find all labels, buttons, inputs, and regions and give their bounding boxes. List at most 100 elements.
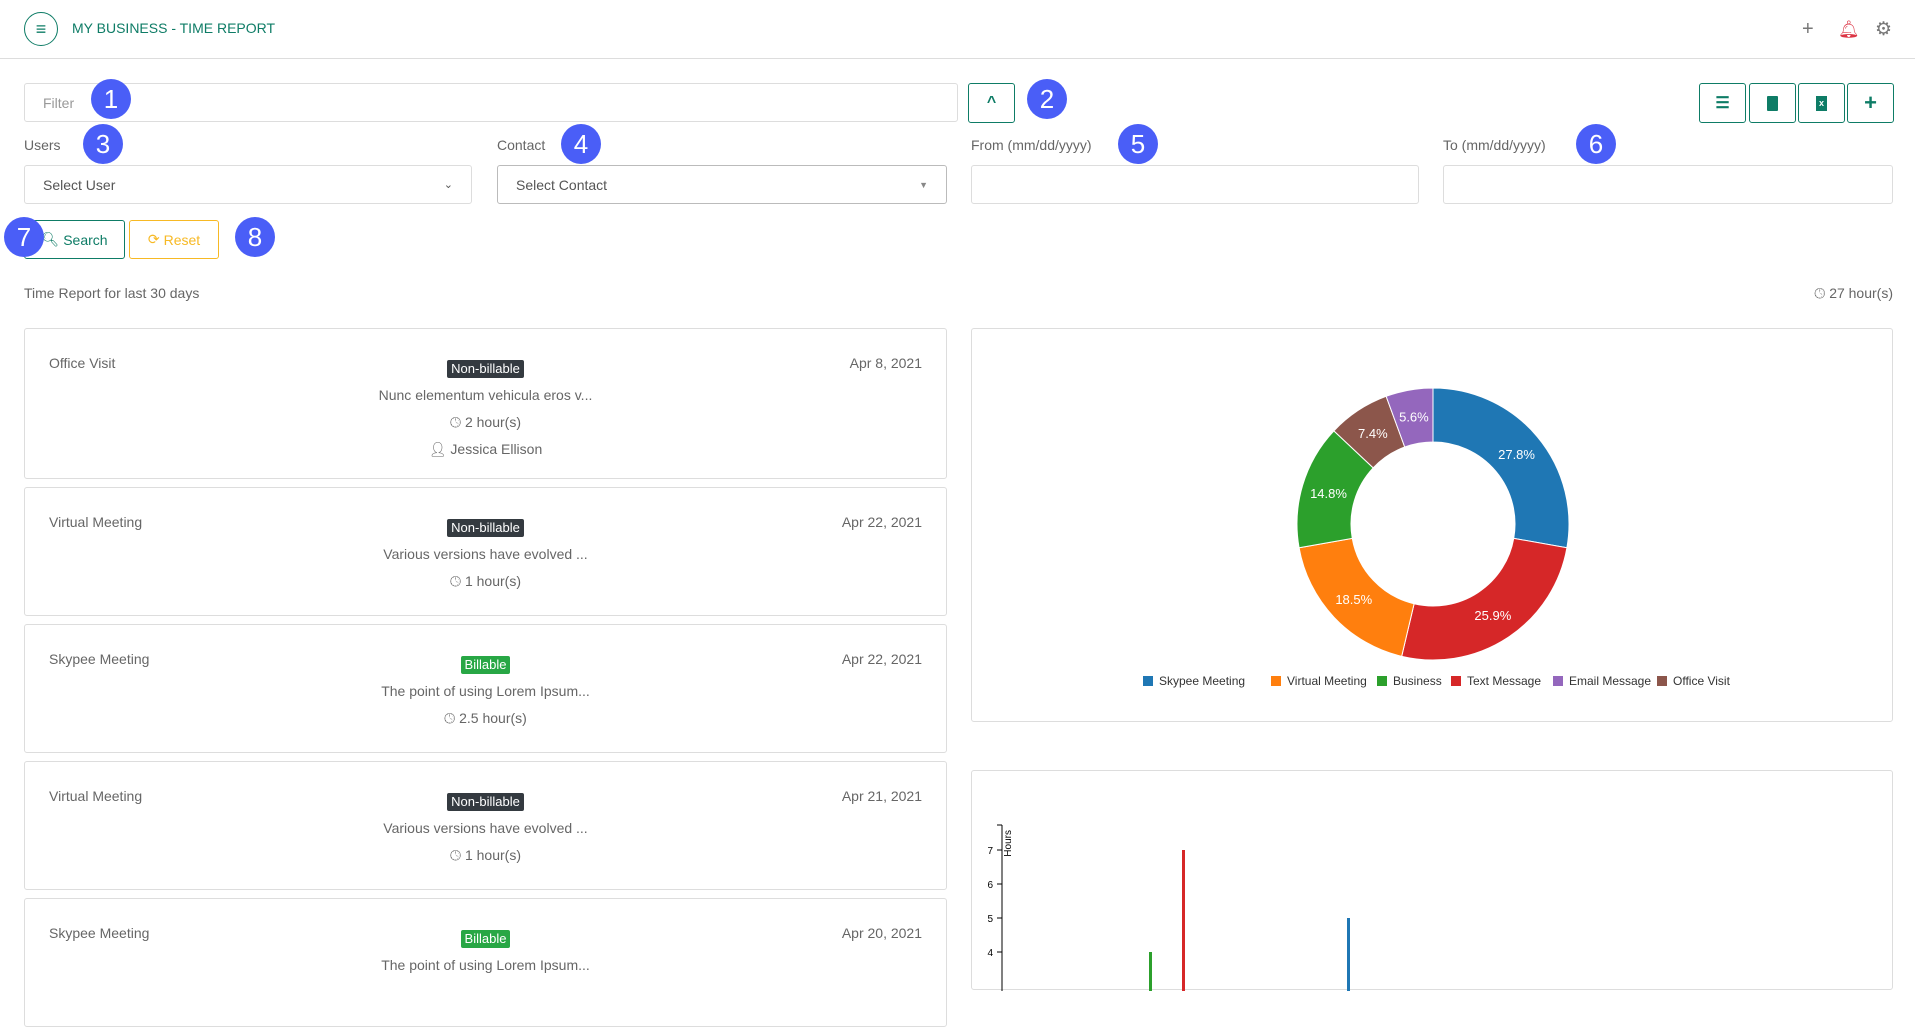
to-label: To (mm/dd/yyyy) [1443, 137, 1546, 153]
billing-badge: Billable [460, 656, 511, 674]
collapse-filter-button[interactable]: ^ [968, 83, 1015, 123]
time-entry-card[interactable]: Virtual Meeting Apr 21, 2021 Non-billabl… [24, 761, 947, 890]
billing-badge: Non-billable [447, 519, 524, 537]
y-tick-label: 6 [987, 880, 993, 891]
chevron-down-icon: ⌄ [443, 179, 453, 191]
entry-type: Virtual Meeting [49, 788, 143, 804]
entry-date: Apr 21, 2021 [841, 788, 922, 804]
legend-label: Text Message [1467, 674, 1541, 688]
plus-icon[interactable]: + [1802, 18, 1814, 40]
entry-date: Apr 22, 2021 [841, 651, 922, 667]
legend-swatch [1377, 676, 1387, 686]
legend-label: Virtual Meeting [1287, 674, 1367, 688]
bar-chart-panel: 4 5 6 7 Hours [971, 770, 1893, 991]
clock-icon: 🕓︎ [450, 573, 462, 589]
caret-down-icon: ▼ [919, 179, 928, 190]
legend-swatch [1451, 676, 1461, 686]
annotation-marker: 5 [1118, 124, 1158, 164]
entry-hours: 🕓︎ 1 hour(s) [450, 847, 521, 863]
legend-swatch [1271, 676, 1281, 686]
legend-swatch [1143, 676, 1153, 686]
bar[interactable] [1347, 918, 1350, 991]
entry-description: Various versions have evolved ... [383, 820, 588, 836]
menu-icon[interactable]: ≡ [24, 12, 58, 46]
report-caption: Time Report for last 30 days [24, 285, 200, 301]
legend-label: Email Message [1569, 674, 1651, 688]
slice-label: 27.8% [1498, 447, 1535, 462]
total-hours: 🕓︎ 27 hour(s) [1814, 285, 1893, 301]
export-pdf-button[interactable] [1749, 83, 1796, 123]
clock-icon: 🕓︎ [450, 414, 462, 430]
clock-icon: 🕓︎ [1814, 285, 1826, 301]
entry-user: 👤︎ Jessica Ellison [428, 441, 543, 457]
annotation-marker: 6 [1576, 124, 1616, 164]
entry-hours: 🕓︎ 1 hour(s) [450, 573, 521, 589]
slice-label: 25.9% [1474, 608, 1511, 623]
app-header: ≡ MY BUSINESS - TIME REPORT + 🔔︎ ⚙ [0, 0, 1915, 59]
bar[interactable] [1149, 952, 1152, 991]
entry-hours: 🕓︎ 2 hour(s) [450, 414, 521, 430]
annotation-marker: 4 [561, 124, 601, 164]
from-date-input[interactable] [971, 165, 1419, 204]
entry-description: The point of using Lorem Ipsum... [381, 957, 590, 973]
slice-label: 18.5% [1335, 592, 1372, 607]
page-title: MY BUSINESS - TIME REPORT [72, 20, 276, 36]
time-entry-card[interactable]: Office Visit Apr 8, 2021 Non-billable Nu… [24, 328, 947, 479]
clock-icon: 🕓︎ [450, 847, 462, 863]
entry-date: Apr 22, 2021 [841, 514, 922, 530]
entry-description: The point of using Lorem Ipsum... [381, 683, 590, 699]
entry-date: Apr 8, 2021 [849, 355, 922, 371]
slice-label: 7.4% [1358, 426, 1388, 441]
users-select[interactable]: Select User ⌄ [24, 165, 472, 204]
chevron-up-icon: ^ [986, 94, 997, 111]
entry-type: Virtual Meeting [49, 514, 143, 530]
donut-chart-panel: 27.8% 25.9% 18.5% 14.8% 7.4% 5.6% Skypee Meeti… [971, 328, 1893, 722]
time-entry-card[interactable]: Skypee Meeting Apr 20, 2021 Billable The… [24, 898, 947, 1027]
billing-badge: Billable [460, 930, 511, 948]
billing-badge: Non-billable [447, 360, 524, 378]
to-date-input[interactable] [1443, 165, 1893, 204]
entry-description: Various versions have evolved ... [383, 546, 588, 562]
legend-label: Skypee Meeting [1159, 674, 1245, 688]
file-pdf-icon [1767, 95, 1778, 111]
list-icon: ☰ [1715, 95, 1730, 112]
annotation-marker: 8 [235, 217, 275, 257]
bell-icon[interactable]: 🔔︎ [1838, 20, 1860, 39]
plus-icon: + [1864, 90, 1877, 115]
entry-type: Skypee Meeting [49, 651, 150, 667]
reset-button[interactable]: ⟳ Reset [129, 220, 219, 259]
filter-input[interactable]: Filter [24, 83, 958, 122]
donut-slice[interactable] [1401, 537, 1568, 661]
annotation-marker: 3 [83, 124, 123, 164]
entry-hours: 🕓︎ 2.5 hour(s) [444, 710, 527, 726]
from-label: From (mm/dd/yyyy) [971, 137, 1092, 153]
gear-icon[interactable]: ⚙ [1875, 19, 1893, 40]
refresh-icon: ⟳ [147, 231, 160, 247]
list-view-button[interactable]: ☰ [1699, 83, 1746, 123]
entry-description: Nunc elementum vehicula eros v... [378, 387, 593, 403]
legend-label: Business [1393, 674, 1442, 688]
donut-slice[interactable] [1385, 387, 1434, 448]
clock-icon: 🕓︎ [444, 710, 456, 726]
contact-select[interactable]: Select Contact ▼ [497, 165, 947, 204]
add-entry-button[interactable]: + [1847, 83, 1894, 123]
billing-badge: Non-billable [447, 793, 524, 811]
annotation-marker: 1 [91, 79, 131, 119]
time-entry-card[interactable]: Skypee Meeting Apr 22, 2021 Billable The… [24, 624, 947, 753]
entry-type: Skypee Meeting [49, 925, 150, 941]
slice-label: 14.8% [1310, 486, 1347, 501]
entry-date: Apr 20, 2021 [841, 925, 922, 941]
donut-slice[interactable] [1432, 387, 1570, 549]
y-axis-label: Hours [1003, 830, 1014, 857]
entry-type: Office Visit [49, 355, 116, 371]
file-excel-icon: x [1816, 95, 1827, 111]
export-excel-button[interactable]: x [1798, 83, 1845, 123]
y-tick-label: 5 [987, 914, 993, 925]
donut-chart: 27.8% 25.9% 18.5% 14.8% 7.4% 5.6% Skypee Meeti… [1143, 387, 1731, 688]
bar[interactable] [1182, 850, 1185, 991]
legend-label: Office Visit [1673, 674, 1731, 688]
users-label: Users [24, 137, 61, 153]
bar-chart: 4 5 6 7 Hours [987, 824, 1350, 991]
time-entry-card[interactable]: Virtual Meeting Apr 22, 2021 Non-billabl… [24, 487, 947, 616]
legend-swatch [1553, 676, 1563, 686]
